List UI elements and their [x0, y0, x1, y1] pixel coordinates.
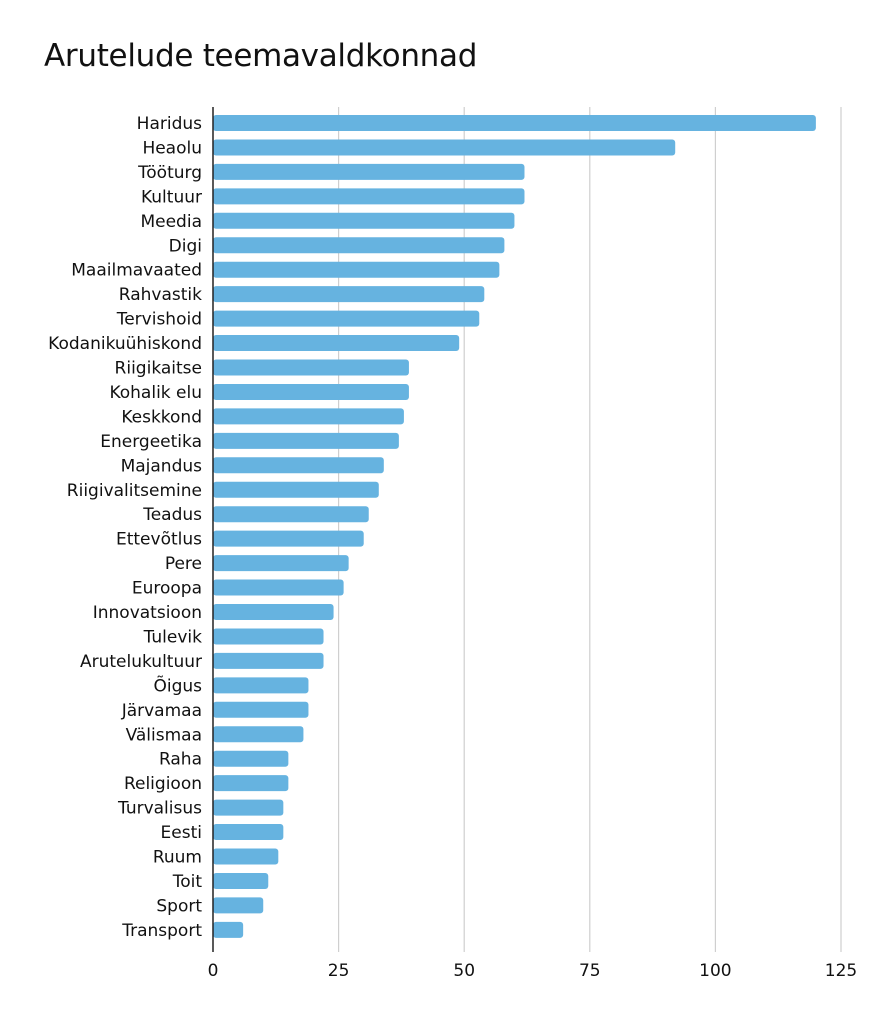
x-tick-label: 100: [699, 961, 731, 981]
bar: [213, 310, 480, 327]
category-label: Tulevik: [143, 627, 203, 647]
bar: [213, 775, 289, 792]
category-label: Innovatsioon: [93, 603, 202, 623]
category-label: Pere: [165, 554, 202, 574]
category-label: Raha: [159, 750, 202, 770]
bar: [213, 359, 409, 376]
bar: [213, 408, 404, 425]
category-label: Rahvastik: [119, 285, 202, 305]
bar: [213, 652, 324, 669]
bar: [213, 848, 279, 865]
category-label: Järvamaa: [121, 701, 202, 721]
bar: [213, 457, 384, 474]
bar: [213, 139, 676, 156]
bar: [213, 897, 264, 914]
category-label: Heaolu: [142, 138, 202, 158]
category-label: Tervishoid: [116, 310, 202, 330]
category-label: Majandus: [121, 456, 203, 476]
bar: [213, 481, 379, 498]
bar: [213, 872, 269, 889]
category-label: Arutelukultuur: [80, 652, 202, 672]
bar: [213, 163, 525, 180]
category-label: Maailmavaated: [71, 261, 202, 281]
category-label: Energeetika: [100, 432, 202, 452]
tick-labels: 0 25 50 75 100 125: [208, 961, 858, 981]
category-labels: Haridus Heaolu Tööturg Kultuur Meedia Digi Maa…: [48, 114, 202, 941]
x-tick-label: 50: [453, 961, 475, 981]
category-label: Religioon: [124, 774, 202, 794]
category-label: Õigus: [153, 674, 202, 696]
category-label: Eesti: [161, 823, 202, 843]
category-label: Teadus: [142, 505, 202, 525]
bar: [213, 286, 485, 303]
category-label: Ettevõtlus: [116, 530, 202, 550]
x-tick-label: 125: [825, 961, 857, 981]
category-label: Euroopa: [132, 579, 202, 599]
x-tick-label: 75: [579, 961, 601, 981]
category-label: Keskkond: [121, 407, 202, 427]
bar: [213, 212, 515, 229]
bar: [213, 824, 284, 841]
bar: [213, 604, 334, 620]
category-label: Transport: [121, 921, 202, 941]
bars: [213, 115, 816, 938]
grid-lines: [338, 107, 842, 952]
chart-title: Arutelude teemavaldkonnad: [44, 38, 478, 74]
category-label: Välismaa: [126, 725, 202, 745]
bar: [213, 432, 399, 449]
x-tick-label: 25: [328, 961, 350, 981]
bar: [213, 335, 460, 352]
category-label: Digi: [169, 236, 202, 256]
category-label: Sport: [156, 896, 202, 916]
bar: [213, 750, 289, 767]
bar: [213, 701, 309, 718]
bar: [213, 799, 284, 816]
x-tick-label: 0: [208, 961, 219, 981]
bar: [213, 921, 244, 938]
bar: [213, 115, 816, 131]
category-label: Riigivalitsemine: [67, 481, 202, 501]
category-label: Riigikaitse: [115, 359, 202, 379]
category-label: Turvalisus: [117, 799, 202, 819]
category-label: Tööturg: [137, 163, 202, 183]
bar: [213, 530, 364, 547]
bar: [213, 383, 409, 400]
bar: [213, 555, 349, 572]
bar: [213, 726, 304, 743]
bar: [213, 506, 369, 523]
bar: [213, 628, 324, 645]
bar: [213, 188, 525, 205]
category-label: Ruum: [153, 848, 202, 868]
bar: [213, 261, 500, 278]
bar: [213, 237, 505, 254]
category-label: Kohalik elu: [109, 383, 202, 403]
category-label: Meedia: [140, 212, 202, 232]
bar: [213, 579, 344, 596]
category-label: Toit: [172, 872, 203, 892]
category-label: Kodanikuühiskond: [48, 334, 202, 354]
category-label: Haridus: [137, 114, 202, 134]
category-label: Kultuur: [141, 187, 202, 207]
bar: [213, 677, 309, 694]
